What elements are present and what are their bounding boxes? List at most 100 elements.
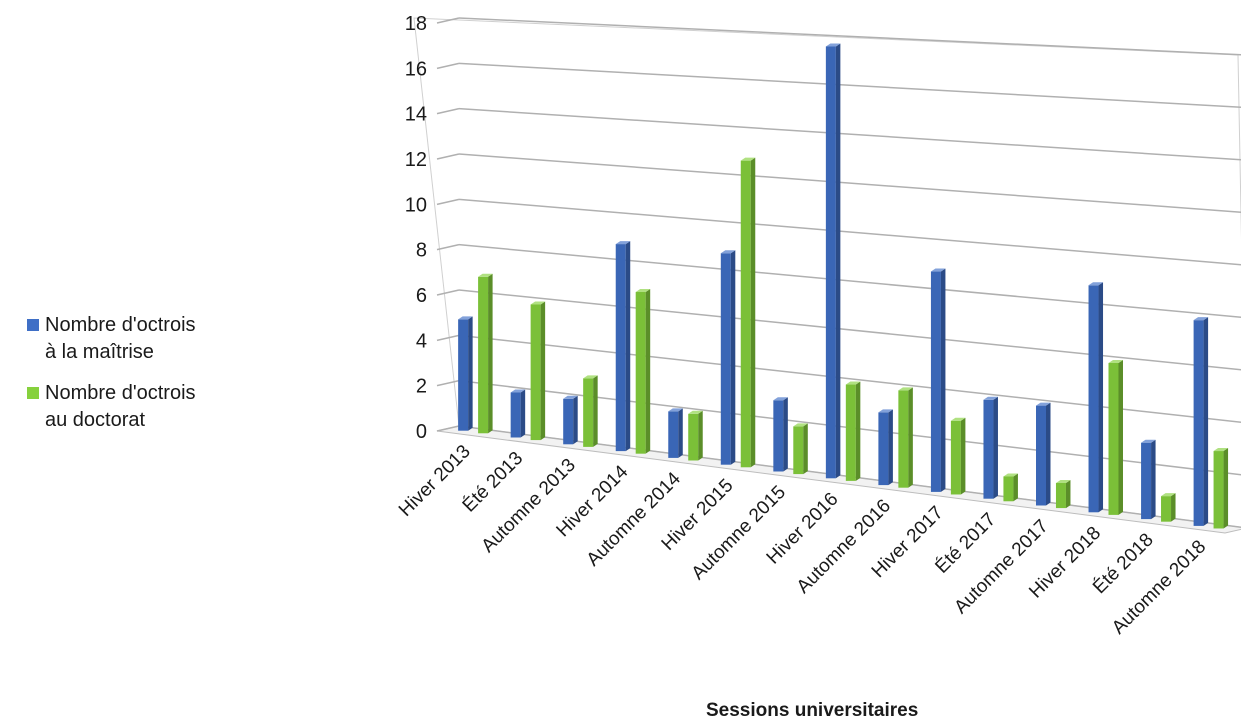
bar-top [773, 397, 788, 401]
bar-maitrise [825, 46, 836, 479]
gridline-side [436, 425, 460, 432]
bar-side [993, 396, 998, 499]
y-tick-label: 14 [405, 104, 427, 126]
gridline [458, 107, 1241, 161]
bar-doctorat [688, 413, 699, 461]
bar-doctorat [635, 292, 646, 454]
bar-maitrise [1036, 405, 1046, 506]
gridline-side [436, 243, 460, 251]
bar-side [803, 423, 808, 475]
bar-top [930, 268, 946, 272]
bar-maitrise [720, 253, 731, 465]
bar-top [1193, 317, 1209, 321]
bar-doctorat [1161, 496, 1172, 522]
bar-doctorat [1003, 476, 1014, 502]
y-tick-label: 0 [416, 421, 427, 443]
bar-side [960, 417, 966, 495]
y-tick-label: 16 [405, 58, 427, 80]
gridline-side [436, 153, 460, 160]
bar-top [1213, 448, 1229, 452]
gridline [458, 17, 1241, 56]
legend: Nombre d'octrois à la maîtrise Nombre d'… [27, 312, 247, 448]
x-axis-title: Sessions universitaires [706, 700, 919, 721]
bar-maitrise [563, 398, 574, 445]
bar-doctorat [793, 426, 804, 475]
gridline-side [436, 107, 460, 115]
gridline [458, 198, 1241, 266]
bar-top [983, 396, 998, 400]
bar-doctorat [1055, 483, 1066, 509]
bar-top [635, 289, 651, 293]
legend-swatch-doctorat [27, 387, 39, 399]
bar-top [740, 157, 756, 161]
bar-side [645, 289, 651, 454]
bar-top [668, 408, 683, 412]
bar-top [878, 409, 893, 413]
bar-side [888, 409, 893, 486]
bar-doctorat [583, 378, 594, 447]
bar-top [1055, 480, 1071, 484]
bar-side [1046, 402, 1051, 506]
gridline-side [436, 62, 460, 70]
gridline-side [436, 289, 460, 296]
bar-side [1151, 439, 1156, 520]
bar-doctorat [1213, 451, 1224, 529]
gridline [458, 289, 1241, 371]
gridline-side [436, 379, 460, 387]
bar-side [750, 157, 756, 468]
y-tick-label: 18 [405, 13, 427, 35]
bar-maitrise [930, 271, 941, 492]
bar-maitrise [983, 399, 994, 499]
bar-top [563, 395, 578, 399]
legend-label-doctorat: Nombre d'octrois au doctorat [45, 382, 196, 431]
bar-side [1203, 317, 1209, 526]
bar-side [540, 301, 546, 441]
bar-doctorat [950, 420, 961, 495]
gridline-side [436, 198, 460, 206]
bar-doctorat [1108, 362, 1119, 515]
bar-maitrise [510, 392, 521, 438]
bar-doctorat [740, 160, 751, 468]
bar-maitrise [1088, 285, 1099, 513]
bar-maitrise [1193, 320, 1204, 526]
legend-item-maitrise: Nombre d'octrois à la maîtrise [27, 312, 247, 366]
bar-maitrise [1141, 442, 1152, 520]
bar-top [1141, 439, 1156, 443]
legend-item-doctorat: Nombre d'octrois au doctorat [27, 380, 247, 434]
bar-side [678, 408, 683, 458]
bar-top [615, 241, 631, 245]
bar-side [1223, 448, 1229, 529]
bar-top [793, 423, 808, 427]
legend-swatch-maitrise [27, 319, 39, 331]
bar-top [1088, 282, 1104, 286]
bar-side [1098, 282, 1104, 513]
bar-side [1065, 480, 1071, 509]
bar-side [625, 241, 631, 452]
y-tick-label: 4 [416, 330, 427, 352]
legend-label-maitrise: Nombre d'octrois à la maîtrise [45, 314, 196, 363]
gridline [458, 243, 1241, 318]
gridline-side [436, 334, 460, 342]
bar-maitrise [668, 411, 679, 458]
bar-maitrise [458, 319, 469, 431]
bar-top [1108, 359, 1123, 363]
bar-side [1118, 359, 1123, 515]
bar-top [458, 316, 473, 320]
bar-side [1171, 493, 1176, 522]
bar-doctorat [898, 390, 909, 488]
bar-side [855, 381, 861, 481]
bar-maitrise [878, 412, 889, 486]
bar-doctorat [478, 276, 489, 434]
bar-side [730, 250, 736, 465]
bar-top [845, 381, 861, 385]
bar-side [698, 410, 703, 461]
bar-side [573, 395, 578, 445]
bar-top [530, 301, 546, 305]
bar-side [1013, 473, 1018, 502]
gridline [458, 153, 1241, 213]
bar-side [488, 273, 493, 434]
bar-maitrise [615, 244, 626, 452]
bar-side [520, 389, 526, 438]
bar-top [478, 273, 493, 277]
